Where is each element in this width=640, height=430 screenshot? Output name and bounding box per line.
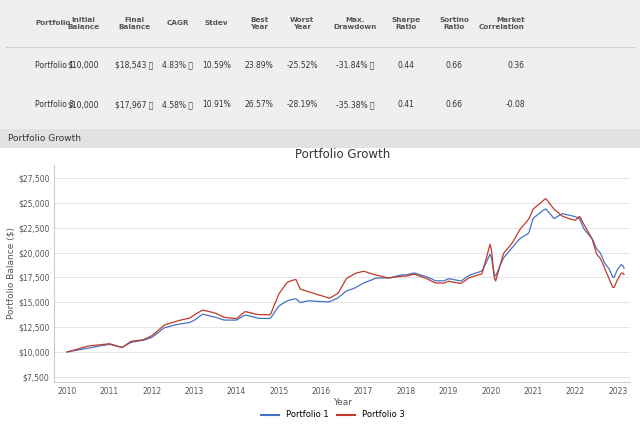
- Text: Sharpe
Ratio: Sharpe Ratio: [392, 17, 421, 30]
- Text: Best
Year: Best Year: [250, 17, 268, 30]
- Text: CAGR: CAGR: [166, 20, 189, 26]
- Text: 0.41: 0.41: [398, 100, 415, 109]
- Text: -28.19%: -28.19%: [286, 100, 318, 109]
- Text: Portfolio 3: Portfolio 3: [35, 100, 74, 109]
- Text: 26.57%: 26.57%: [244, 100, 274, 109]
- Text: Sortino
Ratio: Sortino Ratio: [440, 17, 469, 30]
- Text: Portfolio 1: Portfolio 1: [35, 61, 74, 70]
- Legend: Portfolio 1, Portfolio 3: Portfolio 1, Portfolio 3: [258, 407, 408, 423]
- Text: 4.83% ⓘ: 4.83% ⓘ: [163, 61, 193, 70]
- Text: -35.38% ⓘ: -35.38% ⓘ: [336, 100, 374, 109]
- Text: $17,967 ⓘ: $17,967 ⓘ: [115, 100, 154, 109]
- Text: -0.08: -0.08: [505, 100, 525, 109]
- Text: Initial
Balance: Initial Balance: [67, 17, 99, 30]
- Text: Portfolio: Portfolio: [35, 20, 70, 26]
- Text: Market
Correlation: Market Correlation: [479, 17, 525, 30]
- Text: -31.84% ⓘ: -31.84% ⓘ: [336, 61, 374, 70]
- Text: $10,000: $10,000: [67, 61, 99, 70]
- Text: 10.91%: 10.91%: [202, 100, 230, 109]
- Text: Final
Balance: Final Balance: [118, 17, 150, 30]
- Text: 0.36: 0.36: [508, 61, 525, 70]
- FancyBboxPatch shape: [0, 148, 640, 430]
- Text: 0.44: 0.44: [398, 61, 415, 70]
- Text: -25.52%: -25.52%: [286, 61, 318, 70]
- Text: 10.59%: 10.59%: [202, 61, 231, 70]
- Text: $10,000: $10,000: [67, 100, 99, 109]
- Text: Max.
Drawdown: Max. Drawdown: [333, 17, 377, 30]
- Text: Worst
Year: Worst Year: [290, 17, 314, 30]
- FancyBboxPatch shape: [0, 129, 640, 148]
- Text: Stdev: Stdev: [205, 20, 228, 26]
- Text: 0.66: 0.66: [446, 100, 463, 109]
- Text: $18,543 ⓘ: $18,543 ⓘ: [115, 61, 154, 70]
- Text: 4.58% ⓘ: 4.58% ⓘ: [163, 100, 193, 109]
- Text: Portfolio Growth: Portfolio Growth: [8, 134, 81, 143]
- Text: 0.66: 0.66: [446, 61, 463, 70]
- Text: 23.89%: 23.89%: [245, 61, 273, 70]
